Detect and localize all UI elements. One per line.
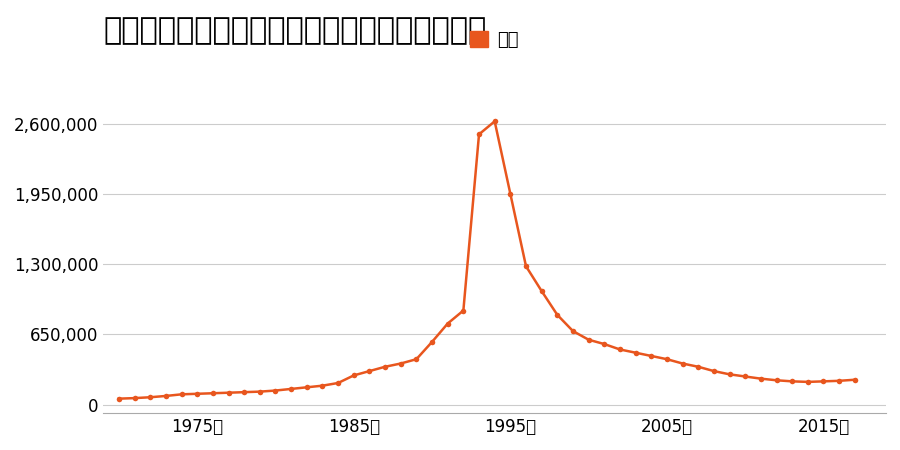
- Legend: 価格: 価格: [464, 24, 526, 56]
- Text: 大阪府豊中市北桜塚２丁目３８番５の地価推移: 大阪府豊中市北桜塚２丁目３８番５の地価推移: [104, 16, 487, 45]
